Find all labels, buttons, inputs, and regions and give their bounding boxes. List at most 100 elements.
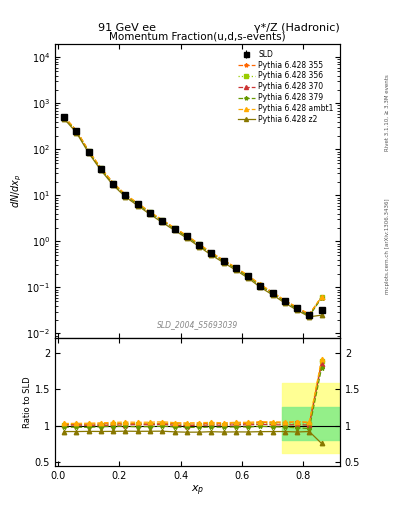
Pythia 6.428 355: [123, 192, 128, 198]
Pythia 6.428 ambt1: [233, 264, 238, 270]
Pythia 6.428 z2: [283, 300, 287, 306]
Pythia 6.428 z2: [295, 307, 299, 313]
Pythia 6.428 370: [86, 148, 91, 155]
Pythia 6.428 356: [196, 241, 201, 247]
Pythia 6.428 z2: [74, 130, 79, 136]
Pythia 6.428 z2: [184, 235, 189, 241]
Pythia 6.428 ambt1: [160, 217, 165, 223]
Pythia 6.428 ambt1: [196, 241, 201, 247]
Pythia 6.428 ambt1: [148, 209, 152, 215]
Pythia 6.428 379: [196, 242, 201, 248]
Line: Pythia 6.428 379: Pythia 6.428 379: [62, 115, 324, 318]
Pythia 6.428 ambt1: [86, 148, 91, 154]
Pythia 6.428 370: [111, 181, 116, 187]
Pythia 6.428 370: [307, 312, 312, 318]
Pythia 6.428 370: [74, 128, 79, 134]
Pythia 6.428 355: [160, 217, 165, 223]
Pythia 6.428 355: [295, 304, 299, 310]
Pythia 6.428 z2: [123, 194, 128, 200]
Pythia 6.428 370: [221, 258, 226, 264]
Pythia 6.428 379: [184, 233, 189, 240]
Pythia 6.428 370: [283, 298, 287, 304]
Pythia 6.428 ambt1: [295, 304, 299, 310]
Pythia 6.428 z2: [111, 182, 116, 188]
Pythia 6.428 ambt1: [209, 249, 214, 255]
Pythia 6.428 379: [209, 251, 214, 257]
Pythia 6.428 379: [172, 226, 177, 232]
Pythia 6.428 z2: [221, 260, 226, 266]
Pythia 6.428 356: [135, 201, 140, 207]
Pythia 6.428 370: [184, 233, 189, 239]
Pythia 6.428 370: [196, 242, 201, 248]
Pythia 6.428 370: [148, 209, 152, 216]
Pythia 6.428 370: [258, 282, 263, 288]
Pythia 6.428 ambt1: [74, 127, 79, 134]
Pythia 6.428 356: [111, 180, 116, 186]
Text: mcplots.cern.ch [arXiv:1306.3436]: mcplots.cern.ch [arXiv:1306.3436]: [385, 198, 389, 293]
Pythia 6.428 356: [148, 209, 152, 216]
Pythia 6.428 355: [172, 225, 177, 231]
Pythia 6.428 379: [319, 295, 324, 301]
Pythia 6.428 356: [209, 250, 214, 256]
Pythia 6.428 356: [221, 258, 226, 264]
Pythia 6.428 356: [184, 233, 189, 239]
Pythia 6.428 379: [221, 258, 226, 264]
Pythia 6.428 355: [86, 148, 91, 154]
Pythia 6.428 370: [233, 265, 238, 271]
Pythia 6.428 z2: [160, 219, 165, 225]
Y-axis label: Ratio to SLD: Ratio to SLD: [23, 376, 32, 428]
Pythia 6.428 356: [99, 165, 103, 172]
Pythia 6.428 ambt1: [99, 165, 103, 171]
Pythia 6.428 379: [135, 201, 140, 207]
Pythia 6.428 z2: [246, 275, 250, 281]
Pythia 6.428 356: [160, 217, 165, 223]
Pythia 6.428 z2: [319, 312, 324, 318]
Text: γ*/Z (Hadronic): γ*/Z (Hadronic): [254, 23, 340, 33]
Pythia 6.428 379: [246, 273, 250, 280]
Pythia 6.428 z2: [148, 211, 152, 218]
Line: Pythia 6.428 370: Pythia 6.428 370: [62, 115, 324, 317]
Pythia 6.428 356: [246, 273, 250, 279]
Text: Rivet 3.1.10, ≥ 3.3M events: Rivet 3.1.10, ≥ 3.3M events: [385, 74, 389, 151]
Pythia 6.428 ambt1: [62, 114, 66, 120]
Pythia 6.428 355: [270, 289, 275, 295]
Pythia 6.428 379: [86, 149, 91, 155]
Pythia 6.428 z2: [86, 150, 91, 156]
Pythia 6.428 ambt1: [283, 297, 287, 304]
Pythia 6.428 370: [319, 294, 324, 301]
Pythia 6.428 370: [172, 225, 177, 231]
Line: Pythia 6.428 z2: Pythia 6.428 z2: [62, 117, 324, 319]
Pythia 6.428 356: [74, 128, 79, 134]
Pythia 6.428 379: [148, 210, 152, 216]
Pythia 6.428 355: [74, 127, 79, 134]
Pythia 6.428 ambt1: [319, 293, 324, 300]
Pythia 6.428 ambt1: [135, 200, 140, 206]
Pythia 6.428 379: [295, 306, 299, 312]
Pythia 6.428 370: [123, 192, 128, 198]
Pythia 6.428 355: [221, 257, 226, 263]
Pythia 6.428 z2: [233, 267, 238, 273]
Pythia 6.428 356: [258, 282, 263, 288]
Pythia 6.428 356: [123, 192, 128, 198]
Pythia 6.428 355: [319, 294, 324, 300]
Pythia 6.428 355: [135, 200, 140, 206]
Pythia 6.428 ambt1: [172, 225, 177, 231]
Pythia 6.428 379: [258, 283, 263, 289]
Pythia 6.428 356: [307, 312, 312, 318]
Pythia 6.428 356: [62, 114, 66, 120]
Pythia 6.428 355: [258, 282, 263, 288]
Pythia 6.428 ambt1: [270, 289, 275, 295]
Pythia 6.428 356: [319, 294, 324, 300]
Pythia 6.428 ambt1: [246, 272, 250, 279]
Pythia 6.428 z2: [62, 116, 66, 122]
Pythia 6.428 379: [111, 181, 116, 187]
Pythia 6.428 z2: [135, 203, 140, 209]
Pythia 6.428 379: [99, 166, 103, 172]
Pythia 6.428 370: [99, 165, 103, 172]
Pythia 6.428 355: [62, 114, 66, 120]
Pythia 6.428 355: [111, 180, 116, 186]
Pythia 6.428 379: [307, 313, 312, 319]
Pythia 6.428 ambt1: [111, 180, 116, 186]
Pythia 6.428 ambt1: [123, 191, 128, 198]
Text: 91 GeV ee: 91 GeV ee: [98, 23, 156, 33]
